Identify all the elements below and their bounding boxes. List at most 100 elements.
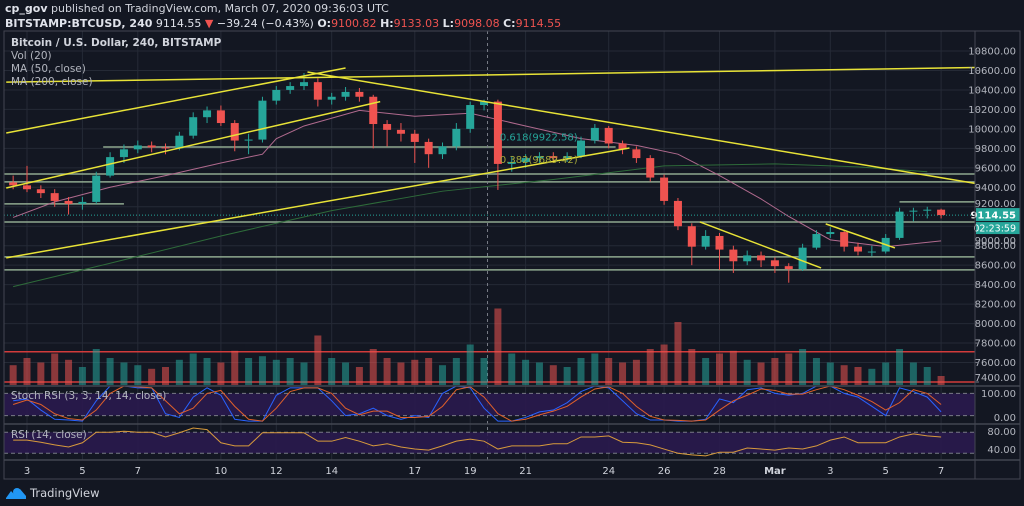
- trendline[interactable]: [307, 71, 976, 185]
- candle-body: [480, 101, 489, 106]
- candle-body: [424, 141, 433, 155]
- time-axis-label: Mar: [764, 466, 786, 477]
- logo-text: TradingView: [30, 486, 100, 500]
- candle-body: [203, 110, 212, 118]
- candle-body: [410, 133, 419, 142]
- volume-bar: [896, 349, 904, 385]
- price-axis-label: 8000.00: [975, 319, 1016, 330]
- volume-bar: [646, 349, 654, 385]
- trendline[interactable]: [825, 223, 896, 249]
- volume-bar: [272, 359, 280, 385]
- volume-bar: [563, 367, 571, 385]
- candle-body: [369, 96, 378, 125]
- candle-body: [687, 226, 696, 247]
- candle-body: [604, 127, 613, 144]
- candle-body: [673, 200, 682, 227]
- candle-body: [92, 175, 101, 202]
- tradingview-logo[interactable]: TradingView: [5, 486, 99, 500]
- legend-ma200[interactable]: MA (200, close): [11, 76, 93, 88]
- time-axis-label: 7: [938, 466, 944, 477]
- candle-body: [632, 149, 641, 159]
- close-value: 9114.55: [515, 17, 562, 30]
- time-axis-label: 19: [464, 466, 477, 477]
- candle-body: [286, 86, 295, 90]
- legend-stoch-rsi[interactable]: Stoch RSI (3, 3, 14, 14, close): [11, 390, 167, 402]
- price-tag: [976, 208, 1020, 222]
- volume-bar: [923, 367, 931, 385]
- candle-body: [216, 110, 225, 124]
- candle-body: [119, 149, 128, 158]
- publish-text: published on TradingView.com, March 07, …: [51, 2, 389, 15]
- volume-bar: [231, 350, 239, 385]
- volume-bar: [522, 359, 530, 385]
- price-axis-label: 9800.00: [975, 144, 1016, 155]
- candle-body: [867, 251, 876, 253]
- volume-bar: [854, 367, 862, 385]
- volume-bar: [840, 365, 848, 385]
- candle-body: [701, 235, 710, 247]
- time-axis-label: 26: [658, 466, 671, 477]
- volume-bar: [452, 358, 460, 385]
- volume-bar: [51, 353, 59, 385]
- time-axis-label: 7: [135, 466, 141, 477]
- candle-body: [660, 177, 669, 201]
- volume-bar: [716, 353, 723, 385]
- low-label: L:: [442, 17, 455, 30]
- trendline[interactable]: [6, 100, 381, 189]
- trendline[interactable]: [6, 67, 346, 134]
- candle-body: [383, 124, 392, 130]
- publish-info: cp_gov published on TradingView.com, Mar…: [5, 2, 389, 15]
- candle-body: [244, 139, 253, 141]
- high-label: H:: [380, 17, 394, 30]
- price-axis-label: 8600.00: [975, 261, 1016, 272]
- candle-body: [646, 158, 655, 178]
- candle-body: [133, 145, 142, 150]
- author-name[interactable]: cp_gov: [5, 2, 48, 15]
- axes[interactable]: 10800.00 10600.00 10400.00 10200.00 10000.00…: [24, 47, 1020, 478]
- volume-bar: [175, 359, 183, 385]
- time-axis-label: 12: [270, 466, 283, 477]
- price-axis-label: 10800.00: [968, 47, 1016, 58]
- volume-bar: [868, 368, 876, 385]
- rsi-line: [13, 427, 942, 457]
- candle-body: [147, 145, 156, 148]
- volume-bar: [342, 362, 350, 385]
- candle-body: [798, 247, 807, 270]
- time-axis-label: 5: [883, 466, 889, 477]
- trendlines[interactable]: [6, 66, 976, 269]
- candle-body: [36, 189, 45, 194]
- candles: [9, 73, 946, 283]
- stoch-rsi-pane: [4, 385, 975, 422]
- legend-rsi[interactable]: RSI (14, close): [11, 429, 87, 441]
- volume-bar: [757, 362, 765, 385]
- volume-bar: [314, 335, 322, 385]
- volume-bar: [78, 367, 86, 385]
- legend-volume[interactable]: Vol (20): [11, 50, 52, 62]
- countdown-tag: [976, 222, 1020, 235]
- volume-bar: [882, 362, 890, 385]
- legend-ma50[interactable]: MA (50, close): [11, 63, 86, 75]
- candle-body: [826, 232, 835, 235]
- candle-body: [300, 82, 308, 87]
- volume-bar: [729, 350, 737, 385]
- trendline[interactable]: [6, 66, 976, 83]
- volume-bar: [106, 358, 114, 385]
- trendline[interactable]: [699, 221, 822, 269]
- candle-body: [715, 235, 724, 250]
- pane-frame: [3, 30, 1021, 480]
- volume-bar: [480, 358, 488, 385]
- candle-body: [50, 193, 59, 201]
- candle-body: [590, 127, 599, 141]
- rsi-pane: [4, 427, 975, 457]
- trendline[interactable]: [6, 147, 630, 259]
- indicator-axis-label: 100.00: [981, 389, 1016, 400]
- candle-body: [923, 209, 932, 211]
- volume-bar: [286, 358, 294, 385]
- candle-body: [521, 158, 530, 162]
- tradingview-cloud-icon: [6, 488, 26, 499]
- candle-body: [106, 157, 115, 176]
- volume-bar: [577, 358, 585, 385]
- volume-bar: [411, 359, 419, 385]
- candle-body: [507, 161, 516, 164]
